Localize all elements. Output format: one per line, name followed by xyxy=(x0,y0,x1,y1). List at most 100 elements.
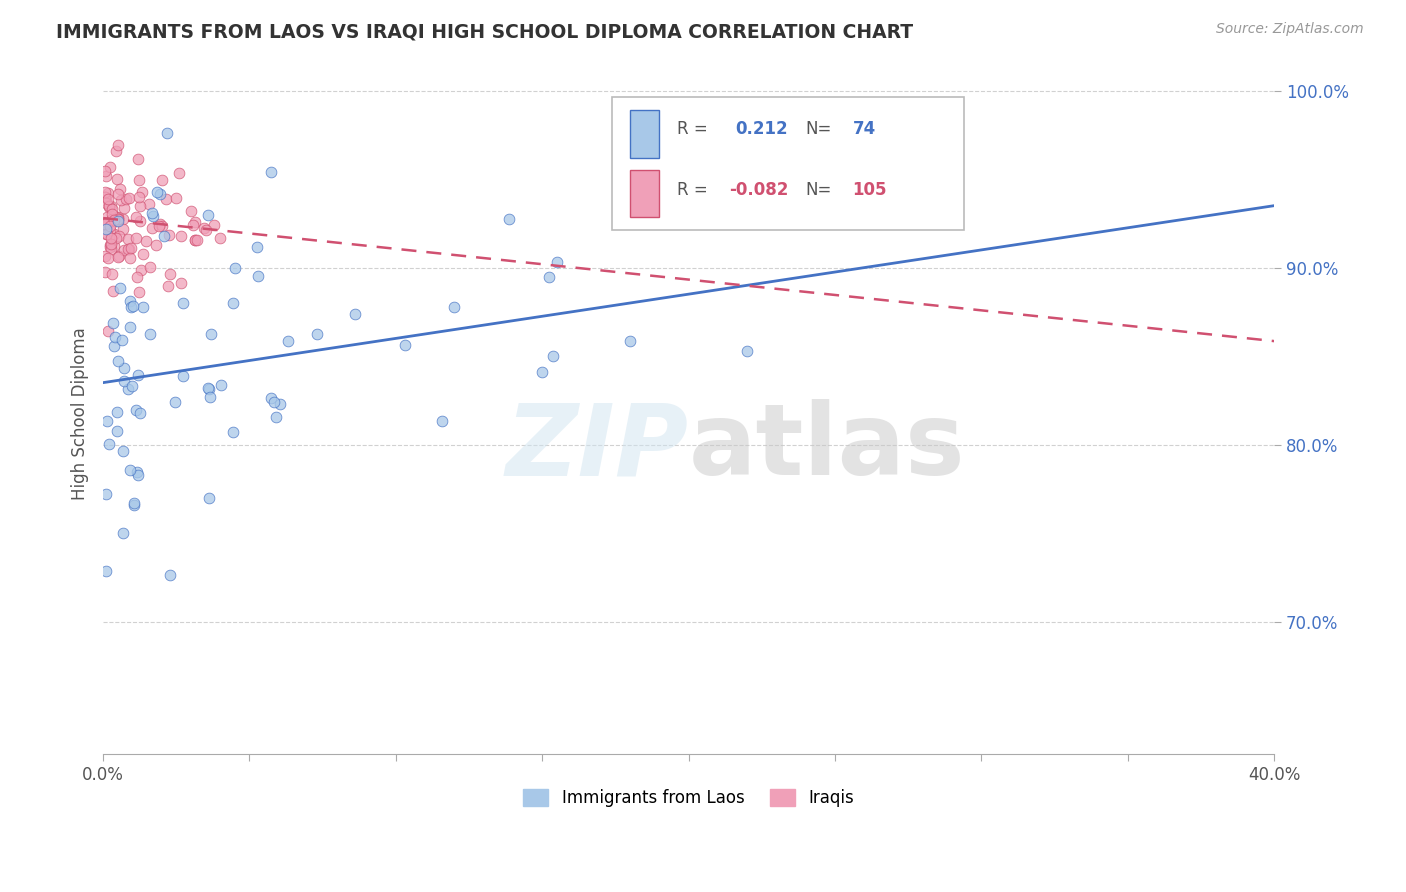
Point xyxy=(112,374,135,388)
Point xyxy=(100,243,122,257)
Point xyxy=(129,406,152,420)
Point xyxy=(200,327,222,342)
Point xyxy=(118,293,141,308)
Text: R =: R = xyxy=(676,181,707,199)
Point xyxy=(125,270,148,285)
Point xyxy=(107,214,129,228)
Point xyxy=(202,218,225,232)
Point xyxy=(98,161,121,175)
Point xyxy=(277,334,299,348)
Point xyxy=(100,267,122,281)
Point xyxy=(156,278,179,293)
Point xyxy=(118,191,141,205)
Point xyxy=(107,210,129,224)
Point xyxy=(114,192,136,206)
Point xyxy=(98,214,121,228)
Point xyxy=(118,243,141,257)
Point xyxy=(132,247,155,261)
Point xyxy=(107,186,129,201)
Point xyxy=(93,217,115,231)
Point xyxy=(105,210,128,224)
Point xyxy=(98,240,121,254)
Point xyxy=(498,211,520,226)
Text: R =: R = xyxy=(676,120,707,138)
Point xyxy=(103,238,125,252)
Point xyxy=(165,191,187,205)
Point xyxy=(430,414,453,428)
Point xyxy=(96,195,118,210)
Point xyxy=(263,395,285,409)
Point xyxy=(105,145,128,159)
Point xyxy=(305,326,328,341)
Point xyxy=(118,251,141,265)
Point xyxy=(531,365,554,379)
Point xyxy=(94,227,117,241)
Bar xyxy=(630,111,659,158)
Point xyxy=(105,424,128,438)
Point xyxy=(197,380,219,394)
Point xyxy=(184,233,207,247)
Point xyxy=(537,269,560,284)
Point xyxy=(98,437,121,451)
Y-axis label: High School Diploma: High School Diploma xyxy=(72,327,89,500)
Point xyxy=(443,300,465,314)
Point xyxy=(107,212,129,227)
Point xyxy=(96,210,118,224)
Point xyxy=(96,414,118,428)
Point xyxy=(107,250,129,264)
Text: -0.082: -0.082 xyxy=(730,181,789,199)
Point xyxy=(105,405,128,419)
Point xyxy=(112,360,135,375)
Point xyxy=(170,277,193,291)
Point xyxy=(141,221,163,235)
Point xyxy=(172,369,194,384)
Point xyxy=(97,324,120,338)
Point xyxy=(105,172,128,186)
Point xyxy=(105,214,128,228)
Point xyxy=(108,181,131,195)
Point xyxy=(156,126,179,140)
Text: N=: N= xyxy=(806,181,832,199)
Point xyxy=(246,240,269,254)
Point xyxy=(108,281,131,295)
Point xyxy=(125,230,148,244)
Point xyxy=(98,219,121,234)
Point xyxy=(100,207,122,221)
Point xyxy=(103,316,125,330)
Point xyxy=(110,193,132,207)
Point xyxy=(94,219,117,234)
Point xyxy=(107,249,129,263)
Point xyxy=(120,320,142,334)
Point xyxy=(103,285,125,299)
Point xyxy=(139,260,162,275)
Point xyxy=(221,296,243,310)
Point xyxy=(159,568,181,582)
Point xyxy=(619,334,641,349)
Point xyxy=(149,218,172,232)
Bar xyxy=(630,169,659,218)
Point xyxy=(101,212,124,227)
Point xyxy=(125,465,148,479)
Point xyxy=(128,214,150,228)
Point xyxy=(247,269,270,284)
Point xyxy=(222,425,245,439)
Point xyxy=(150,173,173,187)
Point xyxy=(128,199,150,213)
Text: 105: 105 xyxy=(852,181,887,199)
Point xyxy=(96,486,118,500)
Point xyxy=(103,227,125,241)
Point xyxy=(93,190,115,204)
Text: ZIP: ZIP xyxy=(506,399,689,496)
Point xyxy=(131,185,153,199)
Point xyxy=(132,300,155,314)
Point xyxy=(96,192,118,206)
Point xyxy=(148,186,170,201)
Point xyxy=(94,194,117,208)
Point xyxy=(101,202,124,216)
Point xyxy=(112,222,135,236)
Text: atlas: atlas xyxy=(689,399,965,496)
Point xyxy=(96,169,118,183)
Point xyxy=(112,444,135,458)
Point xyxy=(97,186,120,200)
Point xyxy=(104,330,127,344)
